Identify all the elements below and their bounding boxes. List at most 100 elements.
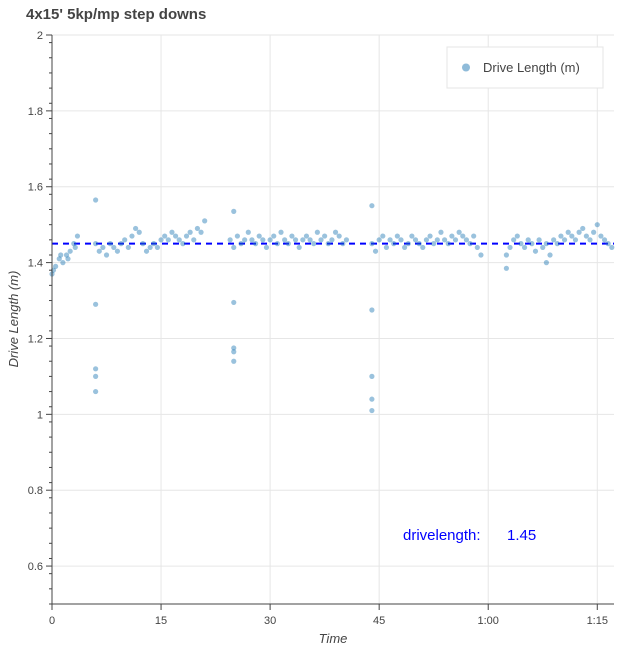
x-tick-label: 15 (155, 615, 167, 627)
data-point (511, 237, 517, 243)
data-point (103, 252, 110, 258)
data-point (133, 225, 139, 232)
data-point (547, 252, 553, 258)
data-point (478, 252, 484, 258)
data-point (169, 229, 175, 235)
data-point (605, 241, 611, 247)
data-point (551, 237, 557, 243)
data-point (318, 237, 324, 243)
data-point (402, 244, 408, 251)
data-point (238, 241, 244, 247)
y-tick-label: 1.4 (28, 258, 43, 270)
data-point (467, 241, 473, 247)
y-tick-label: 1.6 (28, 182, 43, 194)
y-tick-label: 1 (37, 409, 43, 421)
data-point (329, 237, 335, 243)
data-point (289, 233, 295, 239)
data-point (314, 229, 320, 235)
data-point (463, 237, 470, 243)
data-point (558, 233, 564, 239)
axes: 0 15 30 45 1:00 1:15 0.6 0.8 1 1.2 1.4 1.6 1.8 2 (28, 30, 614, 627)
data-point (322, 233, 328, 239)
data-point (601, 237, 608, 243)
data-point (180, 241, 186, 247)
data-point (245, 229, 251, 235)
data-point (343, 237, 350, 243)
data-point (591, 229, 597, 235)
data-point (594, 222, 600, 228)
data-point (423, 237, 430, 243)
legend: Drive Length (m) (446, 46, 604, 89)
data-point (529, 241, 535, 247)
legend-marker (462, 63, 470, 72)
data-point (609, 244, 615, 251)
data-point (434, 237, 440, 243)
data-point (340, 241, 346, 247)
data-point (576, 229, 582, 235)
chart-title: 4x15' 5kp/mp step downs (26, 6, 207, 23)
data-point (296, 244, 302, 251)
data-point (369, 373, 375, 379)
data-point (474, 244, 480, 251)
data-point (231, 299, 237, 306)
data-point (231, 349, 237, 355)
data-point (387, 237, 393, 243)
data-point (369, 396, 375, 402)
data-point (147, 244, 153, 251)
data-point (242, 237, 248, 243)
data-point (274, 241, 280, 247)
data-point (129, 233, 135, 239)
data-point (187, 229, 193, 235)
data-point (53, 263, 59, 269)
data-point (162, 233, 168, 239)
grid (52, 34, 614, 604)
data-point (172, 233, 179, 239)
data-point (56, 256, 62, 262)
data-point (587, 237, 593, 243)
data-point (420, 244, 426, 251)
data-point (249, 237, 255, 243)
x-tick-label: 0 (49, 615, 55, 627)
data-point (369, 203, 375, 209)
data-point (165, 237, 171, 243)
data-point (300, 237, 306, 243)
data-point (554, 241, 560, 247)
data-point (369, 241, 375, 247)
data-point (118, 241, 124, 247)
data-point (336, 233, 342, 239)
data-point (569, 233, 575, 239)
data-point (227, 237, 233, 243)
data-point (311, 241, 317, 247)
data-point (154, 244, 161, 251)
data-point (122, 237, 128, 243)
x-tick-label: 1:15 (587, 615, 608, 627)
data-point (260, 237, 266, 243)
data-point (303, 233, 310, 239)
data-point (198, 229, 204, 235)
legend-box (446, 46, 604, 89)
x-tick-label: 30 (264, 615, 276, 627)
data-point (369, 407, 375, 414)
data-point (431, 241, 437, 247)
y-axis-label: Drive Length (m) (6, 271, 21, 368)
data-point (271, 233, 277, 239)
data-point (93, 388, 99, 395)
data-point (380, 233, 386, 239)
data-point (449, 233, 455, 239)
data-point (285, 241, 291, 247)
data-point (125, 244, 131, 251)
data-point (376, 237, 382, 243)
data-point (372, 248, 379, 254)
data-point (412, 237, 419, 243)
data-point (282, 237, 288, 243)
data-point (136, 229, 142, 235)
data-point (231, 358, 237, 364)
y-tick-label: 1.8 (28, 106, 43, 118)
data-point (140, 241, 146, 247)
data-point (514, 233, 520, 239)
data-point (151, 241, 157, 247)
data-point (65, 256, 71, 262)
data-point (100, 244, 106, 251)
data-point (107, 241, 113, 247)
data-point (278, 229, 284, 235)
